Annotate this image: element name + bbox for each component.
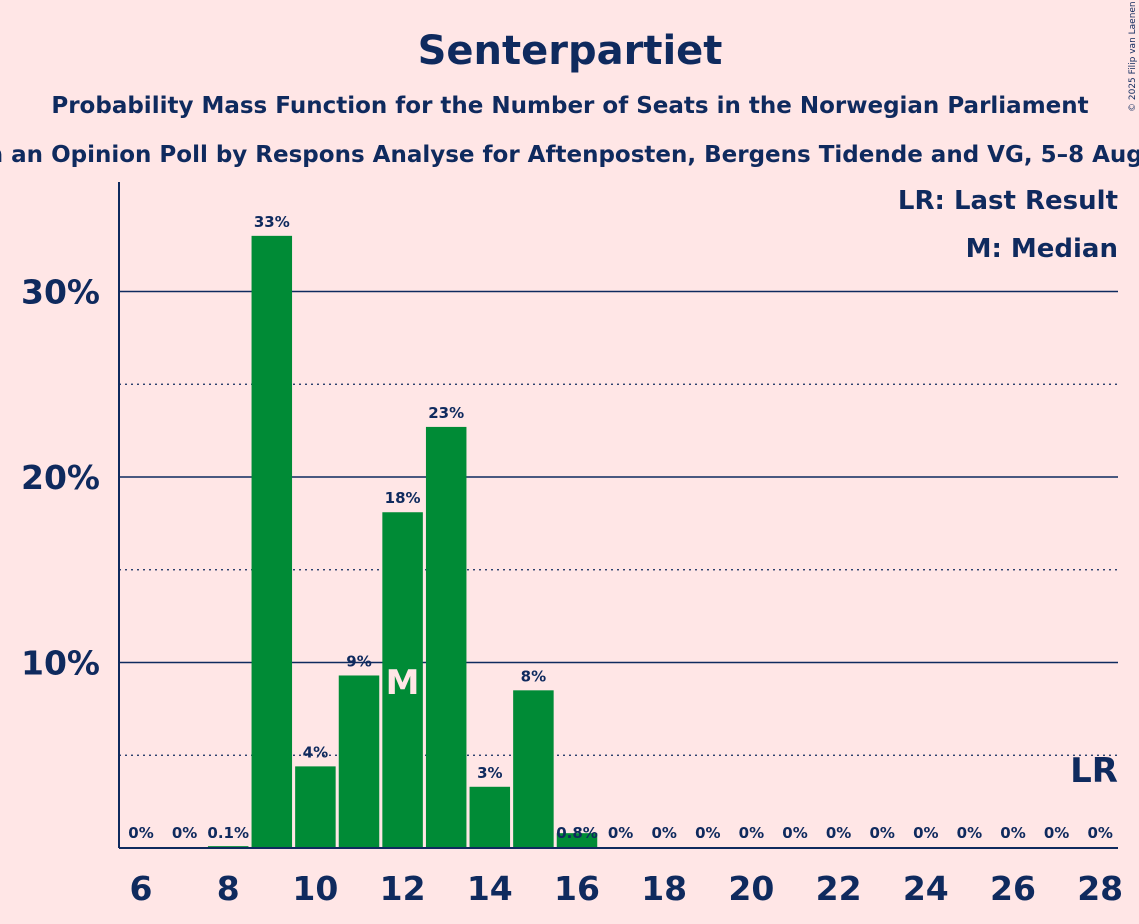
legend-last-result: LR: Last Result xyxy=(898,186,1118,216)
bar-seat-14 xyxy=(469,786,511,848)
bar-seat-16 xyxy=(556,833,598,848)
bars-group xyxy=(207,235,598,849)
data-label-seat-15: 8% xyxy=(521,667,546,685)
data-label-seat-25: 0% xyxy=(957,824,982,842)
data-label-seat-19: 0% xyxy=(695,824,720,842)
data-label-seat-26: 0% xyxy=(1000,824,1025,842)
x-tick-labels: 6 8 10 12 14 16 18 20 22 24 26 28 xyxy=(130,869,1124,908)
data-label-seat-14: 3% xyxy=(477,764,502,782)
legend-median: M: Median xyxy=(966,234,1118,264)
data-label-seat-7: 0% xyxy=(172,824,197,842)
bar-seat-9 xyxy=(251,235,293,849)
data-label-seat-6: 0% xyxy=(128,824,153,842)
bar-seat-12 xyxy=(382,512,423,848)
y-tick-label: 20% xyxy=(21,458,100,497)
data-label-seat-8: 0.1% xyxy=(207,824,249,842)
data-label-seat-18: 0% xyxy=(651,824,676,842)
bar-seat-10 xyxy=(295,766,336,848)
x-tick-label: 6 xyxy=(130,869,153,908)
last-result-marker: LR xyxy=(1070,751,1118,791)
data-label-seat-9: 33% xyxy=(254,213,290,231)
bar-seat-15 xyxy=(513,690,554,848)
data-label-seat-21: 0% xyxy=(782,824,807,842)
chart-subtitle: Probability Mass Function for the Number… xyxy=(51,93,1088,119)
x-tick-label: 26 xyxy=(990,869,1036,908)
data-label-seat-22: 0% xyxy=(826,824,851,842)
median-marker: M xyxy=(386,663,420,703)
chart-title: Senterpartiet xyxy=(418,28,723,74)
data-label-seat-20: 0% xyxy=(739,824,764,842)
data-label-seat-13: 23% xyxy=(428,404,464,422)
x-tick-label: 14 xyxy=(467,869,513,908)
x-tick-label: 22 xyxy=(816,869,862,908)
x-tick-label: 24 xyxy=(903,869,949,908)
data-labels-group: 0% 0% 0.1% 33% 4% 9% 18% 23% 3% 8% 0.8% 0% 0% 0% 0% 0% 0… xyxy=(128,213,1113,842)
x-tick-label: 8 xyxy=(217,869,240,908)
bar-seat-11 xyxy=(338,675,380,848)
data-label-seat-11: 9% xyxy=(346,652,371,670)
bar-seat-13 xyxy=(425,426,467,848)
markers-group: M LR xyxy=(386,663,1118,791)
data-label-seat-28: 0% xyxy=(1087,824,1112,842)
x-tick-label: 16 xyxy=(554,869,600,908)
data-label-seat-16: 0.8% xyxy=(556,824,598,842)
x-tick-label: 18 xyxy=(641,869,687,908)
axes-group xyxy=(118,182,1118,849)
data-label-seat-27: 0% xyxy=(1044,824,1069,842)
x-tick-label: 28 xyxy=(1077,869,1123,908)
chart-subtitle-2: Based on an Opinion Poll by Respons Anal… xyxy=(0,142,1139,168)
data-label-seat-12: 18% xyxy=(385,489,421,507)
x-tick-label: 10 xyxy=(292,869,338,908)
x-tick-label: 20 xyxy=(728,869,774,908)
data-label-seat-17: 0% xyxy=(608,824,633,842)
x-tick-label: 12 xyxy=(380,869,426,908)
data-label-seat-10: 4% xyxy=(303,743,328,761)
data-label-seat-23: 0% xyxy=(869,824,894,842)
data-label-seat-24: 0% xyxy=(913,824,938,842)
y-tick-label: 10% xyxy=(21,644,100,683)
y-tick-label: 30% xyxy=(21,273,100,312)
copyright-notice: © 2025 Filip van Laenen xyxy=(1128,1,1138,112)
y-tick-labels: 10% 20% 30% xyxy=(21,273,100,683)
